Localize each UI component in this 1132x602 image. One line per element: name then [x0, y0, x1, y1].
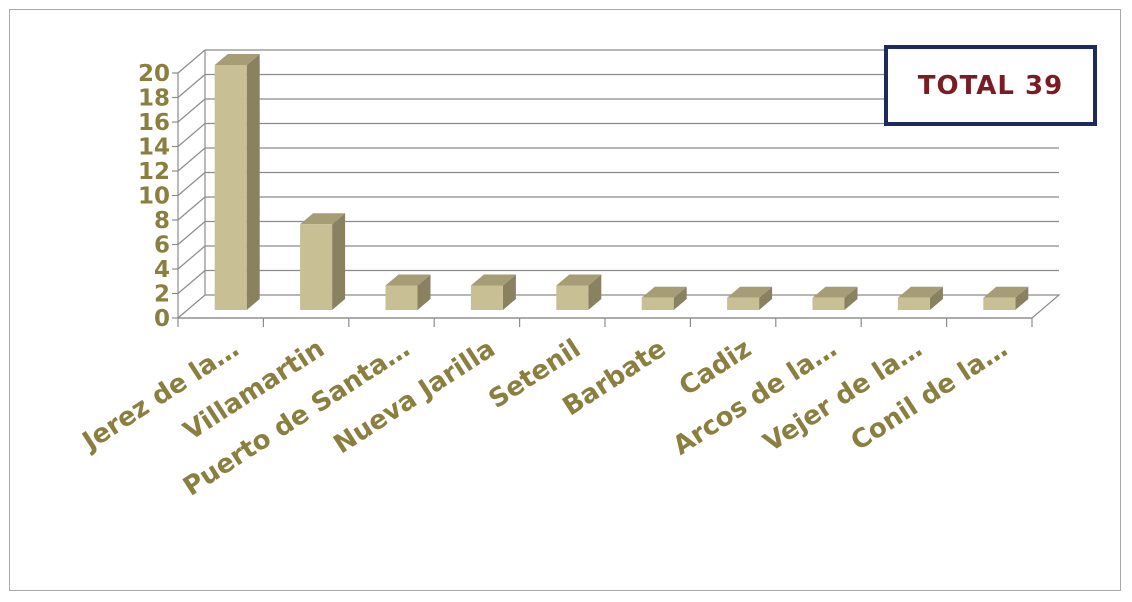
axis-layer: [172, 72, 1033, 327]
bar-side: [929, 286, 943, 310]
bar-side: [1015, 286, 1029, 310]
bar: [727, 297, 760, 310]
bar-top: [983, 286, 1029, 298]
bar: [641, 297, 674, 310]
bar: [385, 285, 418, 310]
bar: [214, 65, 247, 310]
bar: [897, 297, 930, 310]
bar-top: [897, 286, 943, 298]
bar-top: [641, 286, 687, 298]
bar-side: [246, 54, 260, 310]
gridline-connector: [177, 123, 206, 147]
bar-side: [332, 213, 346, 310]
bar-top: [556, 274, 602, 286]
bar-top: [470, 274, 516, 286]
y-tick-label: 20: [138, 61, 170, 87]
y-tick-label: 2: [154, 282, 170, 308]
gridline-connector: [177, 270, 206, 294]
y-tick-label: 10: [138, 184, 170, 210]
gridline-connector: [177, 245, 206, 270]
bar-side: [759, 286, 773, 310]
bar: [812, 297, 845, 310]
gridline-connector: [177, 147, 206, 172]
bar: [983, 297, 1016, 310]
bar-layer: [214, 54, 1029, 310]
y-tick-label: 14: [138, 135, 170, 161]
total-annotation-label: TOTAL 39: [917, 70, 1064, 101]
y-tick-label: 6: [154, 233, 170, 259]
bar-side: [588, 274, 602, 310]
bar-top: [214, 54, 260, 65]
bar-top: [385, 274, 431, 286]
bar: [300, 224, 333, 310]
y-tick-label: 8: [154, 208, 170, 234]
gridline-connector: [177, 74, 206, 98]
bar-top: [812, 286, 858, 298]
bar-side: [844, 286, 858, 310]
gridline-connector: [177, 98, 206, 123]
bar-side: [673, 286, 687, 310]
y-tick-label: 4: [154, 257, 170, 283]
bar-side: [417, 274, 431, 310]
y-tick-label: 18: [138, 86, 170, 112]
y-tick-label: 0: [154, 306, 170, 332]
gridline-connector: [177, 196, 206, 221]
y-tick-label: 16: [138, 110, 170, 136]
bar-top: [727, 286, 773, 298]
y-tick-label: 12: [138, 159, 170, 185]
bar-side: [502, 274, 516, 310]
gridline-connector: [177, 172, 206, 196]
gridline-connector: [177, 221, 206, 245]
total-annotation-box: TOTAL 39: [884, 45, 1097, 126]
bar: [556, 285, 589, 310]
bar-top: [300, 213, 346, 225]
bar: [470, 285, 503, 310]
gridline-connector: [177, 49, 206, 74]
